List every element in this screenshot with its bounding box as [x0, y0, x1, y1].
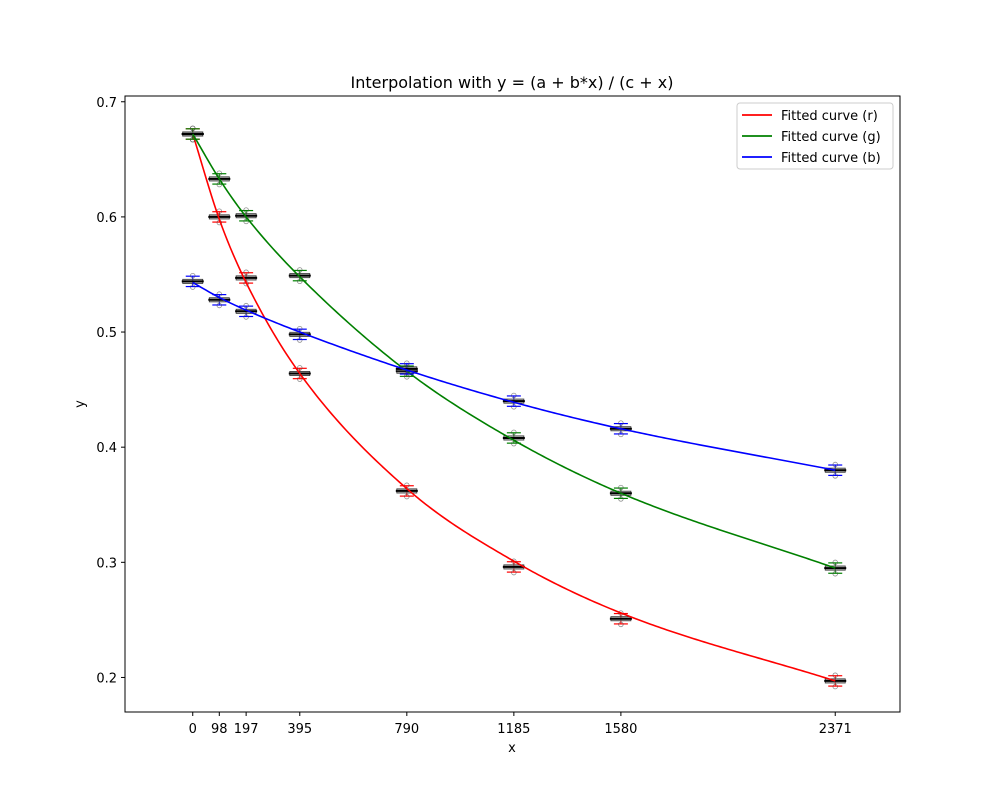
- outlier-point: [832, 683, 838, 690]
- chart-title: Interpolation with y = (a + b*x) / (c + …: [351, 73, 674, 92]
- outlier-point: [190, 284, 196, 290]
- fitted-curve-2: [192, 281, 836, 471]
- outlier-point: [404, 360, 410, 366]
- outlier-point: [618, 484, 624, 491]
- series-2: [181, 272, 847, 479]
- axes-frame: [124, 95, 901, 713]
- y-tick-label: 0.2: [96, 671, 117, 686]
- x-tick-label: 2371: [819, 722, 852, 737]
- outlier-point: [618, 431, 624, 438]
- y-tick-label: 0.6: [96, 211, 117, 226]
- outlier-point: [618, 420, 624, 426]
- outlier-point: [243, 218, 249, 225]
- outlier-point: [216, 291, 223, 297]
- outlier-point: [190, 272, 196, 279]
- y-tick-label: 0.3: [96, 556, 117, 571]
- outlier-point: [243, 269, 249, 275]
- series-1: [181, 125, 847, 577]
- outlier-point: [511, 404, 517, 410]
- outlier-point: [190, 125, 196, 131]
- outlier-point: [297, 325, 303, 332]
- outlier-point: [190, 136, 196, 143]
- fitted-curve-1: [192, 133, 836, 569]
- outlier-point: [297, 376, 303, 382]
- x-tick-label: 790: [394, 722, 419, 737]
- legend: Fitted curve (r) Fitted curve (g) Fitted c…: [736, 102, 894, 170]
- outlier-point: [216, 181, 223, 188]
- x-tick-label: 0: [189, 722, 197, 737]
- x-tick-label: 98: [211, 722, 228, 737]
- outlier-point: [832, 473, 838, 479]
- outlier-point: [297, 365, 303, 371]
- outlier-point: [404, 371, 410, 378]
- x-tick-label: 395: [287, 722, 312, 737]
- outlier-point: [832, 461, 838, 468]
- outlier-point: [297, 267, 303, 273]
- legend-label: Fitted curve (g): [781, 130, 881, 145]
- y-tick-label: 0.4: [96, 441, 117, 456]
- x-tick-label: 197: [234, 722, 259, 737]
- outlier-point: [832, 571, 838, 577]
- outlier-point: [511, 569, 517, 576]
- legend-label: Fitted curve (r): [781, 109, 878, 124]
- outlier-point: [297, 337, 303, 343]
- outlier-point: [404, 482, 410, 488]
- x-tick-label: 1185: [497, 722, 530, 737]
- legend-box: [736, 102, 894, 170]
- outlier-point: [404, 493, 410, 500]
- x-tick-label: 1580: [604, 722, 637, 737]
- y-tick-label: 0.5: [96, 326, 117, 341]
- outlier-point: [243, 207, 249, 213]
- outlier-point: [832, 559, 838, 566]
- outlier-point: [618, 496, 624, 502]
- outlier-point: [618, 621, 624, 628]
- outlier-point: [511, 440, 517, 447]
- outlier-point: [832, 672, 838, 678]
- outlier-point: [511, 558, 517, 564]
- outlier-point: [511, 429, 517, 435]
- x-axis-label: x: [508, 741, 516, 756]
- outlier-point: [297, 278, 303, 285]
- fitted-curve-0: [191, 133, 836, 682]
- outlier-point: [511, 392, 517, 399]
- legend-label: Fitted curve (b): [781, 151, 881, 166]
- outlier-point: [216, 302, 223, 309]
- outlier-point: [243, 314, 249, 320]
- y-axis-label: y: [73, 400, 88, 408]
- y-tick-label: 0.7: [96, 96, 117, 111]
- outlier-point: [216, 170, 223, 176]
- outlier-point: [243, 302, 249, 309]
